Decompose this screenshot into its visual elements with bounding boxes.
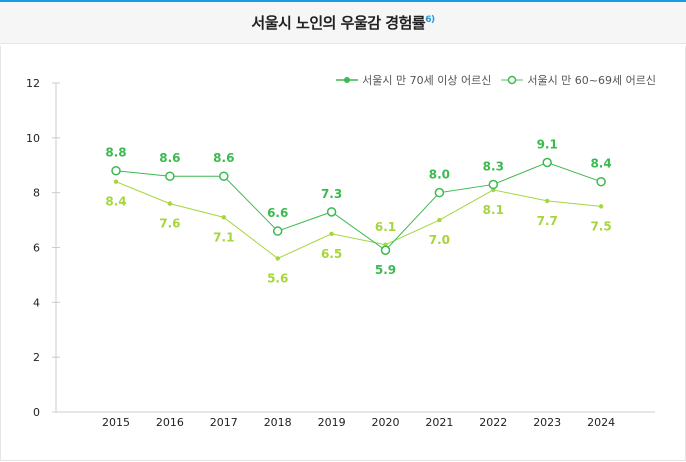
y-tick-label: 8 [33, 187, 40, 200]
data-label: 7.6 [159, 217, 180, 231]
footnote-marker[interactable]: 6) [425, 15, 435, 25]
data-label: 6.1 [375, 220, 396, 234]
x-tick-label: 2018 [264, 416, 292, 429]
x-tick-label: 2021 [425, 416, 453, 429]
legend-item-70plus[interactable]: 서울시 만 70세 이상 어르신 [336, 72, 491, 88]
data-point-filled [275, 256, 280, 261]
data-label: 8.4 [105, 195, 126, 209]
data-point-open [326, 207, 337, 217]
data-point-open [272, 226, 283, 236]
x-tick-label: 2023 [533, 416, 561, 429]
data-label: 9.1 [537, 138, 558, 152]
series-line [115, 181, 602, 260]
data-label: 6.5 [321, 247, 342, 261]
data-label: 8.3 [483, 159, 504, 173]
data-label: 7.0 [429, 233, 450, 247]
data-point-filled [598, 204, 604, 209]
data-point-filled [545, 198, 550, 204]
x-tick-label: 2017 [210, 416, 238, 429]
legend-label: 서울시 만 60~69세 어르신 [527, 74, 656, 87]
data-point-open [380, 245, 391, 255]
data-label: 7.3 [321, 187, 342, 201]
data-label: 8.4 [590, 157, 611, 171]
data-label: 8.0 [429, 168, 450, 182]
data-point-filled [329, 231, 334, 236]
y-tick-label: 4 [33, 296, 40, 309]
chart-header: 서울시 노인의 우울감 경험률6) [0, 2, 686, 44]
chart-title: 서울시 노인의 우울감 경험률6) [251, 12, 435, 33]
legend: 서울시 만 70세 이상 어르신 서울시 만 60~69세 어르신 [336, 72, 656, 88]
data-label: 8.6 [159, 151, 180, 165]
data-point-open [434, 187, 445, 198]
data-point-open [165, 171, 175, 181]
chart-title-text: 서울시 노인의 우울감 경험률 [251, 14, 426, 32]
data-point-filled [437, 217, 442, 223]
data-label: 7.7 [537, 214, 558, 228]
y-tick-label: 10 [26, 132, 40, 145]
data-label: 8.6 [213, 151, 234, 165]
x-tick-label: 2024 [587, 416, 615, 429]
data-label: 5.6 [267, 271, 288, 285]
open-circle-line-icon [501, 75, 524, 85]
data-label: 7.5 [590, 219, 611, 233]
filled-dot-line-icon [336, 77, 359, 83]
data-label: 6.6 [267, 206, 288, 220]
data-point-open [488, 179, 499, 190]
data-point-filled [113, 179, 119, 184]
x-tick-label: 2016 [156, 416, 184, 429]
data-point-open [542, 157, 552, 168]
data-point-open [219, 171, 229, 181]
series-line [115, 161, 602, 251]
x-tick-label: 2022 [479, 416, 507, 429]
x-tick-label: 2020 [372, 416, 400, 429]
y-tick-label: 0 [33, 406, 40, 419]
data-point-filled [221, 215, 226, 220]
data-label: 7.1 [213, 230, 234, 244]
x-tick-label: 2019 [318, 416, 346, 429]
y-tick-label: 2 [33, 351, 40, 364]
data-label: 8.8 [105, 146, 126, 160]
data-label: 5.9 [375, 263, 396, 277]
data-point-filled [167, 201, 173, 206]
y-tick-label: 12 [26, 77, 40, 90]
x-tick-label: 2015 [102, 416, 130, 429]
data-point-open [111, 165, 121, 176]
y-tick-label: 6 [33, 242, 40, 255]
legend-label: 서울시 만 70세 이상 어르신 [362, 74, 492, 87]
data-label: 8.1 [483, 203, 504, 217]
data-point-open [596, 176, 606, 187]
legend-item-60-69[interactable]: 서울시 만 60~69세 어르신 [501, 72, 656, 88]
